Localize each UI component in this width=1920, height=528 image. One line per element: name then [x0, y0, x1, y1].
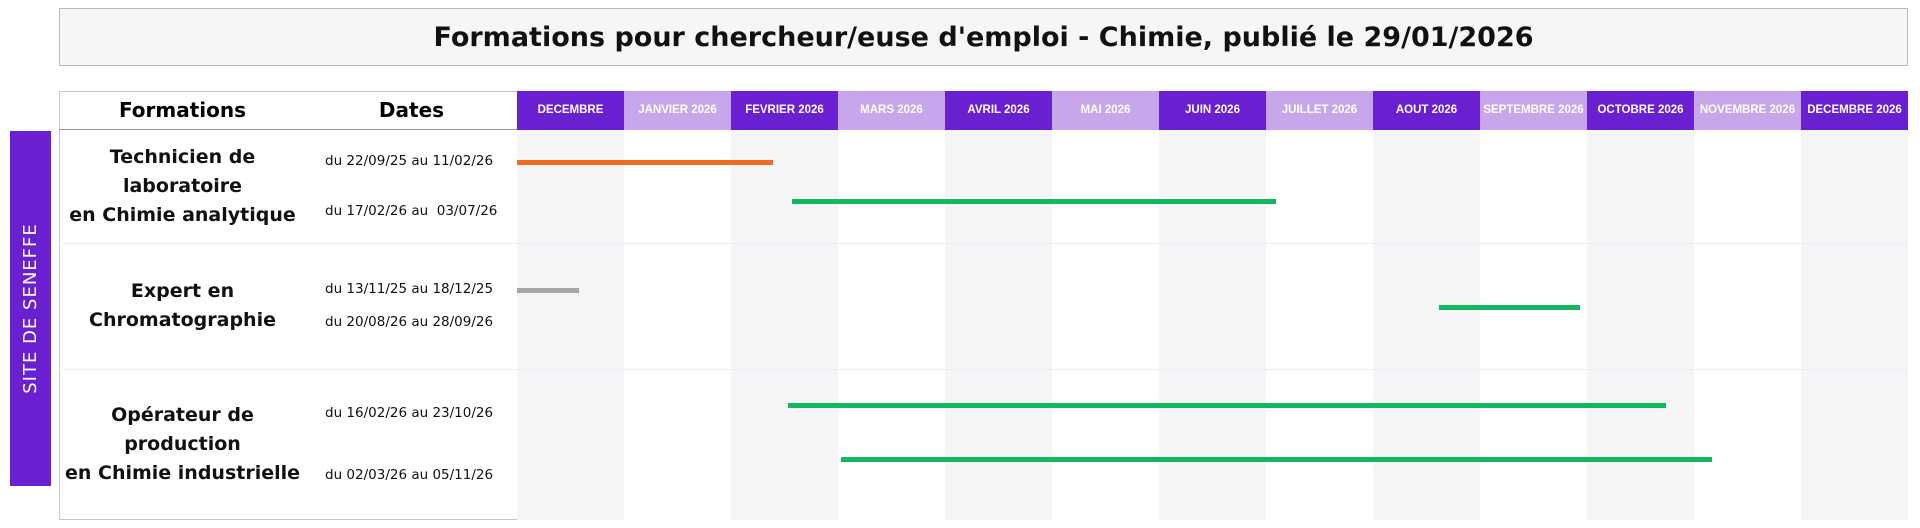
session-bar: [517, 160, 774, 165]
formation-line: en Chimie industrielle: [64, 462, 301, 484]
session-dates: du 22/09/25 au 11/02/26: [325, 153, 494, 169]
row-separator: [59, 369, 1908, 370]
month-column: [624, 130, 731, 520]
formation-line: Technicien de laboratoire: [109, 146, 256, 197]
session-bar: [517, 288, 580, 293]
formation-line: en Chimie analytique: [69, 204, 296, 226]
month-column: [517, 130, 624, 520]
month-header: AVRIL 2026: [945, 91, 1052, 130]
formation-name: Technicien de laboratoire en Chimie analy…: [59, 130, 306, 243]
month-column: [1801, 130, 1908, 520]
month-header: MAI 2026: [1052, 91, 1159, 130]
month-column: [731, 130, 838, 520]
month-column: [1266, 130, 1373, 520]
formation-name: Opérateur de production en Chimie industr…: [59, 369, 306, 520]
month-column: [1480, 130, 1587, 520]
month-header: NOVEMBRE 2026: [1694, 91, 1801, 130]
side-label-box: SITE DE SENEFFE: [10, 131, 51, 486]
formation-line: Expert en: [130, 280, 235, 302]
session-dates: du 20/08/26 au 28/09/26: [325, 314, 494, 330]
month-column: [1587, 130, 1694, 520]
month-header: OCTOBRE 2026: [1587, 91, 1694, 130]
session-dates: du 17/02/26 au 03/07/26: [325, 203, 498, 219]
session-bar: [792, 199, 1277, 204]
month-column: [1373, 130, 1480, 520]
session-bar: [1438, 305, 1580, 310]
session-dates: du 13/11/25 au 18/12/25: [325, 281, 494, 297]
month-header: JANVIER 2026: [624, 91, 731, 130]
row-separator: [59, 243, 1908, 244]
month-header: DECEMBRE: [517, 91, 624, 130]
column-header: Dates: [306, 91, 517, 130]
side-label: SITE DE SENEFFE: [20, 223, 41, 394]
month-column: [1052, 130, 1159, 520]
month-column: [945, 130, 1052, 520]
formation-name: Expert en Chromatographie: [59, 243, 306, 369]
session-bar: [841, 457, 1712, 462]
month-header: FEVRIER 2026: [731, 91, 838, 130]
month-header: SEPTEMBRE 2026: [1480, 91, 1587, 130]
title: Formations pour chercheur/euse d'emploi …: [59, 8, 1908, 66]
session-dates: du 16/02/26 au 23/10/26: [325, 405, 494, 421]
month-header: MARS 2026: [838, 91, 945, 130]
column-header: Formations: [59, 91, 306, 130]
session-dates: du 02/03/26 au 05/11/26: [325, 467, 494, 483]
month-column: [838, 130, 945, 520]
month-header: AOUT 2026: [1373, 91, 1480, 130]
bar-area: [517, 130, 1908, 520]
formation-line: Opérateur de production: [111, 404, 254, 455]
month-column: [1694, 130, 1801, 520]
month-header: JUILLET 2026: [1266, 91, 1373, 130]
month-header: DECEMBRE 2026: [1801, 91, 1908, 130]
month-header: JUIN 2026: [1159, 91, 1266, 130]
formation-line: Chromatographie: [89, 309, 276, 331]
month-column: [1159, 130, 1266, 520]
session-bar: [788, 403, 1667, 408]
